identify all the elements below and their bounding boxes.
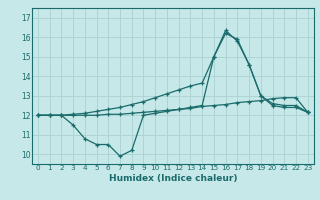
X-axis label: Humidex (Indice chaleur): Humidex (Indice chaleur) — [108, 174, 237, 183]
